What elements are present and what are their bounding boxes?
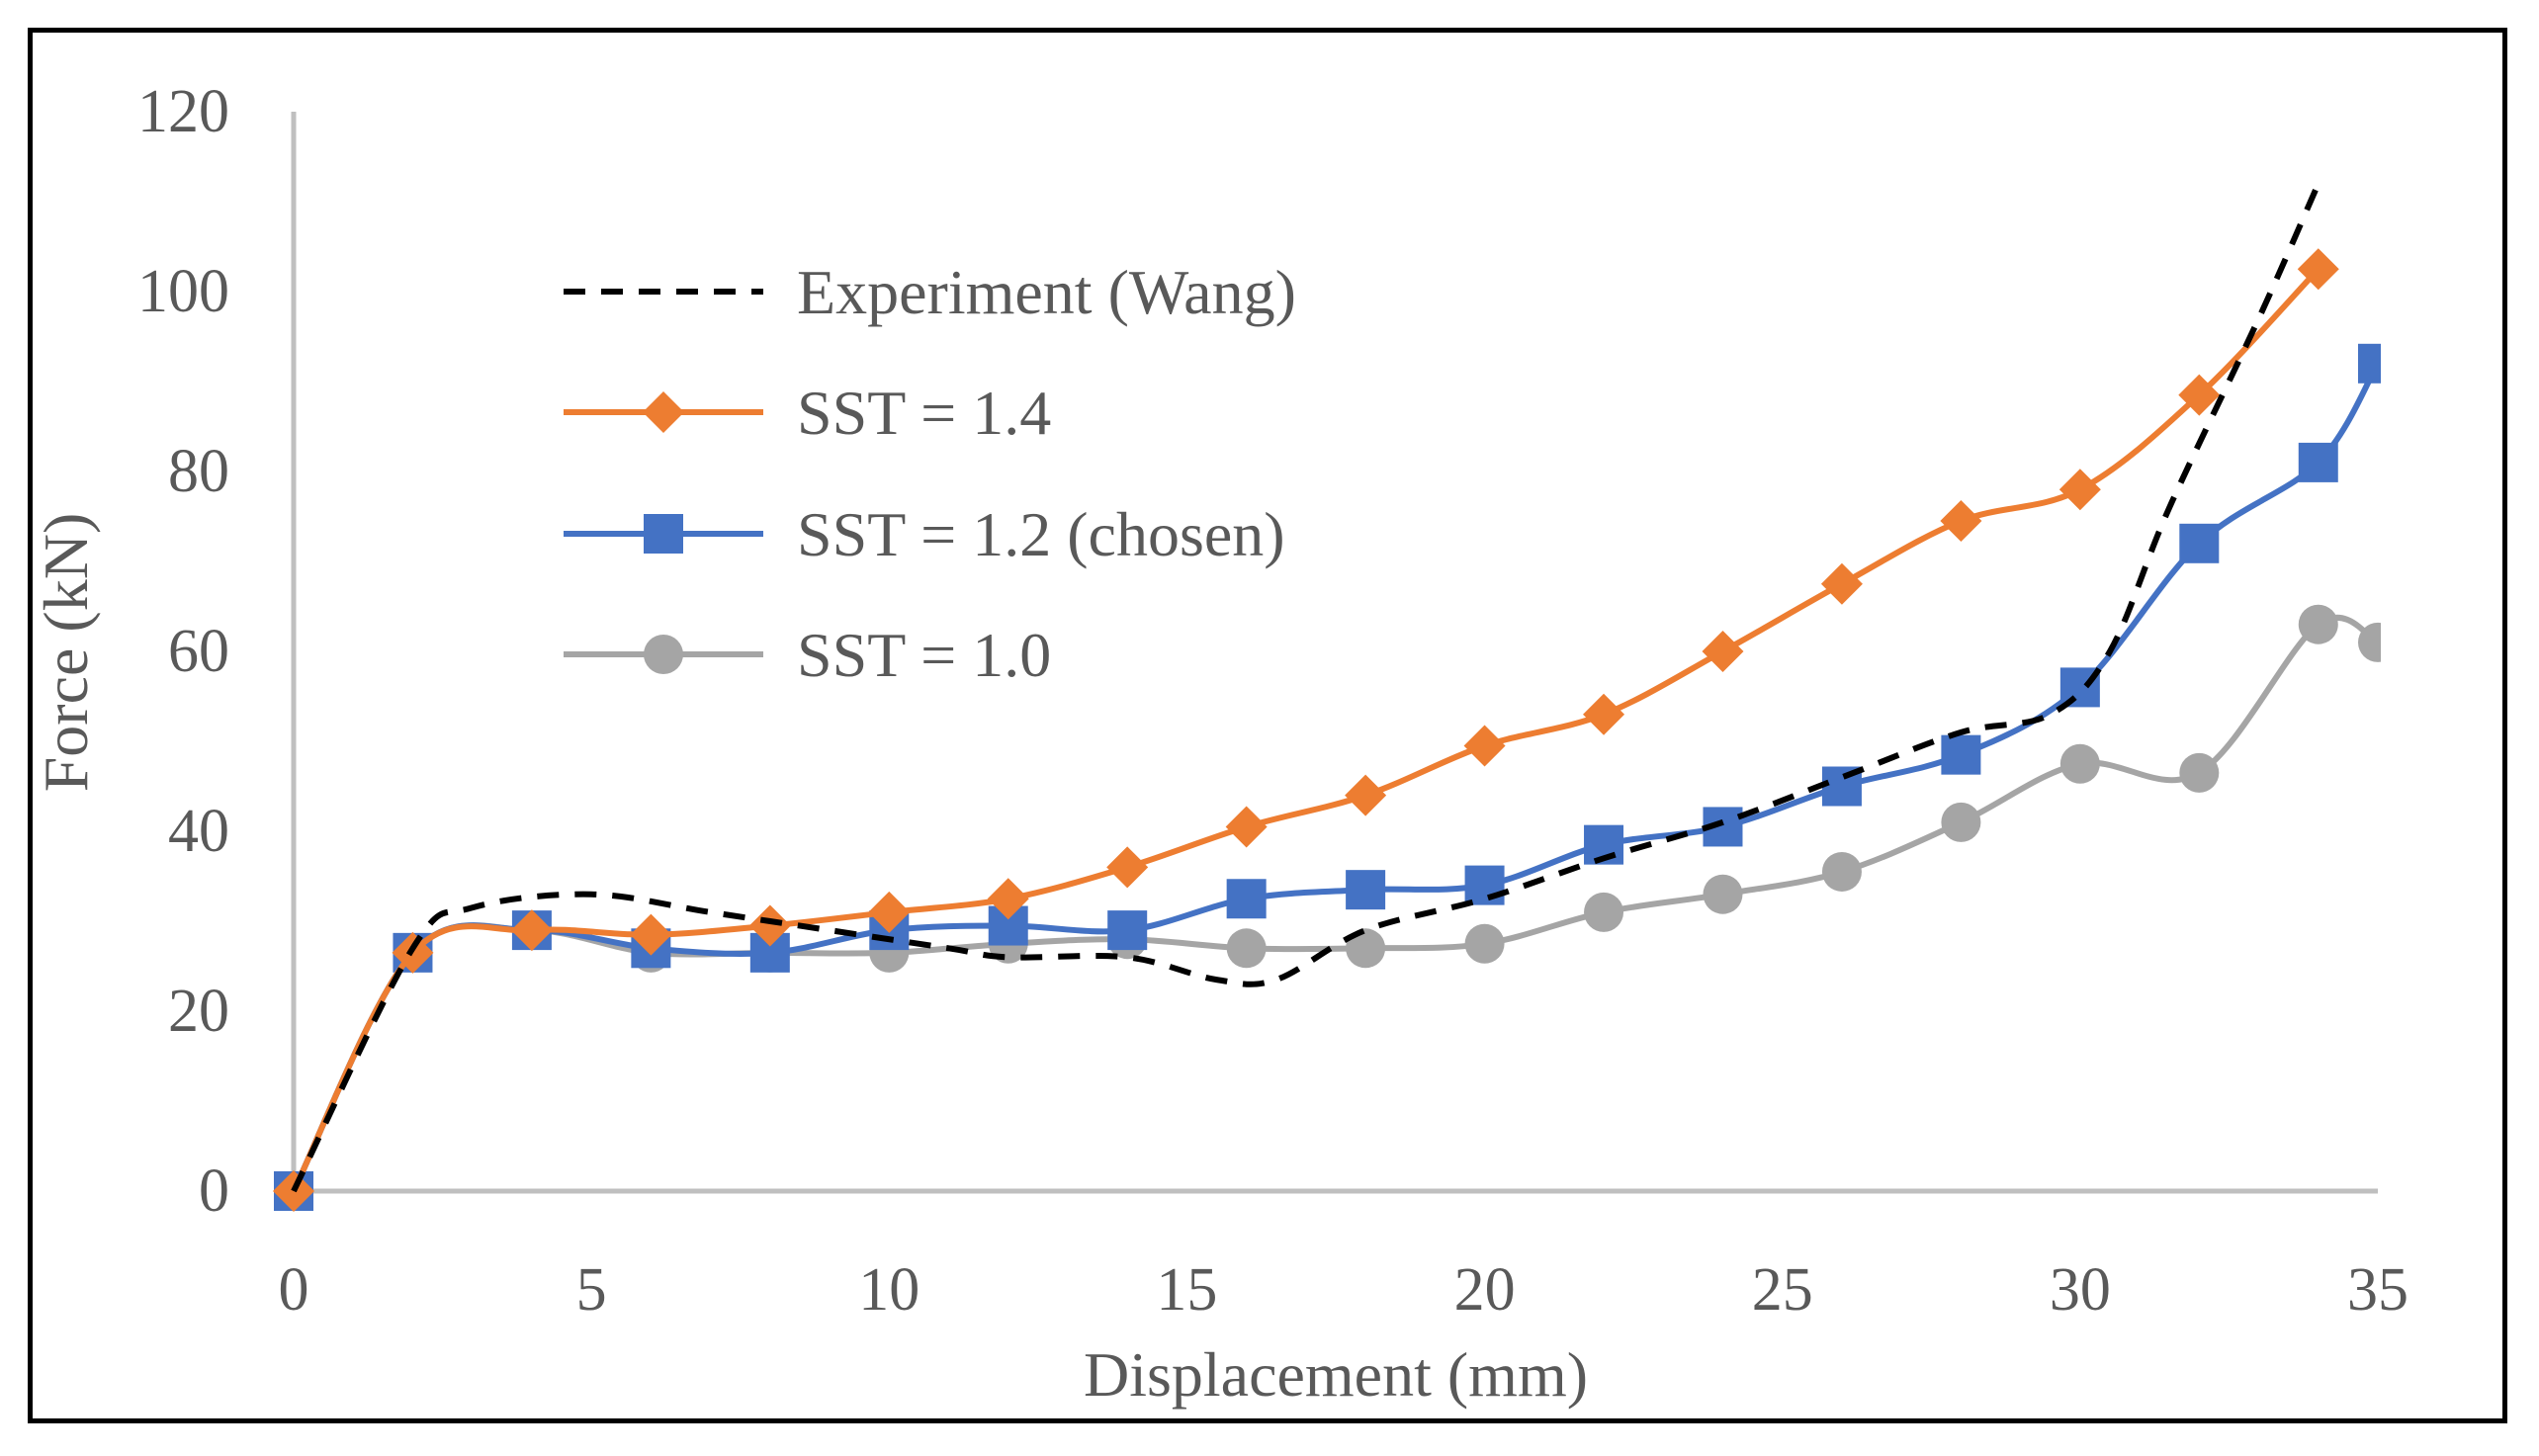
data-point-sst-1-4 bbox=[2297, 248, 2339, 291]
data-point-sst-1-0 bbox=[1584, 892, 1624, 932]
legend-label-sst-1-0: SST = 1.0 bbox=[797, 620, 1051, 690]
legend-label-experiment: Experiment (Wang) bbox=[797, 257, 1296, 327]
legend-item-experiment: Experiment (Wang) bbox=[564, 257, 1296, 327]
x-tick-label: 30 bbox=[2050, 1256, 2111, 1324]
data-point-sst-1-4 bbox=[1225, 806, 1268, 848]
data-point-sst-1-4 bbox=[630, 913, 672, 956]
legend-label-sst-1-4: SST = 1.4 bbox=[797, 378, 1051, 448]
data-point-sst-1-0 bbox=[2179, 752, 2220, 793]
data-point-sst-1-4 bbox=[1940, 500, 1982, 543]
data-point-sst-1-4 bbox=[1583, 693, 1625, 735]
y-tick-label: 40 bbox=[168, 798, 229, 865]
x-tick-label: 0 bbox=[279, 1256, 309, 1324]
series-line-experiment bbox=[291, 182, 2321, 1193]
series-line-sst-1-4 bbox=[291, 266, 2321, 1194]
data-point-sst-1-0 bbox=[1821, 851, 1862, 892]
data-point-sst-1-2 bbox=[1464, 865, 1505, 905]
legend-item-sst-1-2: SST = 1.2 (chosen) bbox=[564, 499, 1285, 569]
legend-marker-sst-1-2 bbox=[644, 514, 683, 554]
y-tick-label: 60 bbox=[168, 618, 229, 685]
data-point-sst-1-2 bbox=[1941, 734, 1981, 775]
data-point-sst-1-0 bbox=[1346, 928, 1386, 969]
data-point-sst-1-4 bbox=[868, 891, 911, 933]
data-point-sst-1-0 bbox=[1464, 923, 1505, 964]
data-point-sst-1-0 bbox=[1226, 928, 1267, 969]
data-point-sst-1-2 bbox=[2179, 523, 2220, 563]
series-experiment bbox=[291, 182, 2321, 1193]
series-sst-1-4 bbox=[273, 248, 2339, 1212]
x-tick-label: 25 bbox=[1752, 1256, 1813, 1324]
data-point-sst-1-0 bbox=[1703, 874, 1743, 914]
data-point-sst-1-2 bbox=[1226, 879, 1267, 919]
x-tick-label: 20 bbox=[1454, 1256, 1516, 1324]
data-point-sst-1-4 bbox=[1463, 725, 1506, 767]
data-point-sst-1-0 bbox=[1941, 802, 1981, 842]
legend-item-sst-1-0: SST = 1.0 bbox=[564, 620, 1051, 690]
data-point-sst-1-4 bbox=[748, 904, 791, 947]
legend-marker-sst-1-0 bbox=[644, 635, 683, 674]
data-point-sst-1-4 bbox=[987, 878, 1029, 920]
data-point-sst-1-4 bbox=[1820, 562, 1863, 605]
data-point-sst-1-4 bbox=[1345, 774, 1387, 816]
x-tick-label: 10 bbox=[858, 1256, 919, 1324]
data-point-sst-1-4 bbox=[510, 909, 553, 952]
y-tick-label: 20 bbox=[168, 978, 229, 1045]
x-tick-label: 15 bbox=[1156, 1256, 1217, 1324]
data-point-sst-1-2 bbox=[2298, 442, 2338, 482]
data-point-sst-1-0 bbox=[2059, 743, 2100, 784]
series-layer bbox=[273, 182, 2381, 1212]
y-axis-title: Force (kN) bbox=[31, 513, 101, 793]
data-point-sst-1-2 bbox=[1107, 910, 1148, 951]
axes bbox=[291, 112, 2378, 1194]
data-point-sst-1-4 bbox=[2058, 469, 2101, 511]
legend-item-sst-1-4: SST = 1.4 bbox=[564, 378, 1051, 448]
data-point-sst-1-4 bbox=[2178, 374, 2221, 416]
y-tick-label: 100 bbox=[137, 258, 229, 325]
x-tick-labels: 0 5 10 15 20 25 30 35 bbox=[279, 1256, 2409, 1324]
y-tick-label: 0 bbox=[199, 1157, 229, 1225]
legend: Experiment (Wang) SST = 1.4 SST = 1.2 (cho… bbox=[564, 257, 1296, 690]
y-tick-label: 80 bbox=[168, 438, 229, 505]
x-axis-title: Displacement (mm) bbox=[1084, 1339, 1588, 1410]
data-point-sst-1-4 bbox=[1702, 631, 1744, 672]
legend-marker-sst-1-4 bbox=[643, 391, 684, 433]
data-point-sst-1-4 bbox=[1106, 846, 1149, 889]
y-tick-label: 120 bbox=[137, 78, 229, 145]
data-point-sst-1-2 bbox=[2358, 343, 2381, 384]
data-point-sst-1-0 bbox=[2298, 604, 2338, 644]
legend-label-sst-1-2: SST = 1.2 (chosen) bbox=[797, 499, 1285, 569]
y-tick-labels: 0 20 40 60 80 100 120 bbox=[137, 78, 229, 1225]
data-point-sst-1-2 bbox=[1346, 870, 1386, 910]
x-tick-label: 5 bbox=[576, 1256, 607, 1324]
x-tick-label: 35 bbox=[2347, 1256, 2408, 1324]
data-point-sst-1-0 bbox=[2358, 622, 2381, 662]
